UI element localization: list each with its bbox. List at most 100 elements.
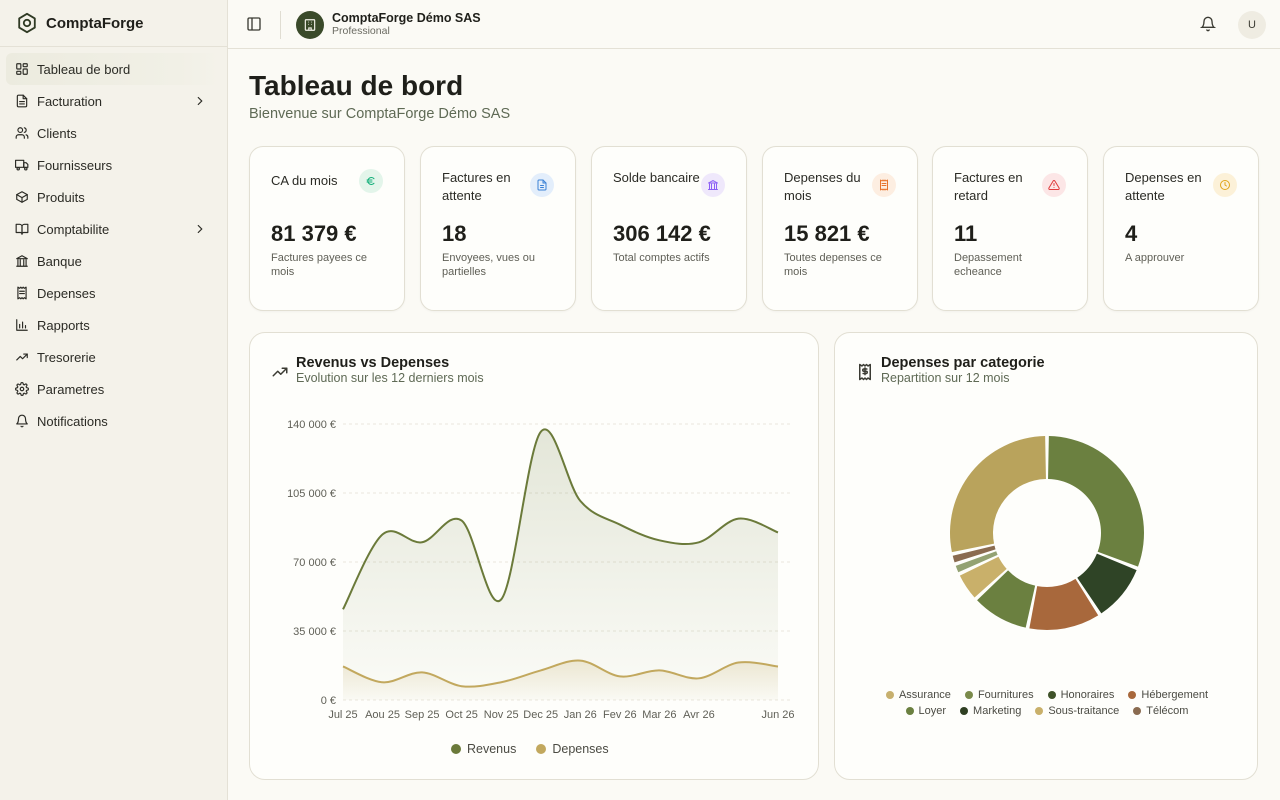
sidebar-item-label: Tableau de bord [37, 61, 131, 77]
receipt-icon [856, 363, 874, 381]
kpi-title: Depenses du mois [784, 170, 861, 203]
sidebar-item-depenses[interactable]: Depenses [6, 277, 221, 309]
sidebar-item-fournisseurs[interactable]: Fournisseurs [6, 149, 221, 181]
x-tick-label: Oct 25 [445, 709, 477, 721]
legend-item[interactable]: Loyer [905, 705, 947, 717]
notifications-bell-icon[interactable] [1199, 16, 1217, 32]
gear-icon [15, 382, 29, 396]
kpi-card[interactable]: Depenses du mois 15 821 € Toutes depense… [762, 146, 918, 311]
kpi-card[interactable]: Depenses en attente 4 A approuver [1103, 146, 1259, 311]
series-line-revenus[interactable] [342, 428, 779, 610]
euro-icon [359, 169, 383, 193]
pie-slice[interactable] [959, 556, 1007, 598]
sidebar-item-produits[interactable]: Produits [6, 181, 221, 213]
y-tick-label: 35 000 € [293, 626, 336, 638]
y-tick-label: 0 € [321, 695, 336, 707]
kpi-subtitle: Envoyees, vues ou partielles [442, 252, 535, 278]
x-tick-label: Fev 26 [603, 709, 637, 721]
kpi-card[interactable]: CA du mois 81 379 € Factures payees ce m… [249, 146, 405, 311]
sidebar-item-comptabilite[interactable]: Comptabilite [6, 213, 221, 245]
revenue-area-chart: 0 € 35 000 € 70 000 € 105 000 € 140 000 € Jul… [287, 419, 794, 721]
category-chart-legend: Assurance Fournitures Honoraires Hébergemen… [835, 689, 1259, 721]
kpi-value: 81 379 € [271, 221, 357, 246]
sidebar-toggle-icon[interactable] [246, 16, 262, 32]
legend-item[interactable]: Revenus [451, 742, 516, 756]
legend-label: Assurance [898, 689, 951, 701]
user-avatar[interactable]: U [1238, 11, 1266, 39]
topbar-divider [280, 11, 281, 39]
legend-item[interactable]: Honoraires [1047, 689, 1114, 701]
company-avatar[interactable] [296, 11, 324, 39]
legend-swatch [1133, 707, 1142, 715]
pie-slice[interactable] [1077, 553, 1137, 614]
revenue-chart-subtitle: Evolution sur les 12 derniers mois [296, 371, 484, 385]
sidebar-item-banque[interactable]: Banque [6, 245, 221, 277]
legend-swatch [451, 744, 461, 754]
sidebar-item-facturation[interactable]: Facturation [6, 85, 221, 117]
file-icon [530, 173, 554, 197]
sidebar-item-tresorerie[interactable]: Tresorerie [6, 341, 221, 373]
sidebar-item-label: Banque [37, 253, 82, 269]
legend-item[interactable]: Depenses [536, 742, 609, 756]
kpi-card[interactable]: Factures en attente 18 Envoyees, vues ou… [420, 146, 576, 311]
kpi-title: CA du mois [271, 173, 338, 188]
kpi-subtitle: A approuver [1125, 252, 1185, 264]
company-name[interactable]: ComptaForge Démo SAS [332, 11, 481, 25]
y-tick-label: 70 000 € [293, 557, 336, 569]
kpi-card[interactable]: Factures en retard 11 Depassement echean… [932, 146, 1088, 311]
x-tick-label: Jun 26 [761, 709, 794, 721]
topbar: ComptaForge Démo SAS Professional U [228, 0, 1280, 49]
brand[interactable]: ComptaForge [0, 0, 227, 47]
sidebar-item-clients[interactable]: Clients [6, 117, 221, 149]
y-tick-label: 105 000 € [287, 488, 336, 500]
sidebar-item-rapports[interactable]: Rapports [6, 309, 221, 341]
series-line-depenses[interactable] [342, 659, 779, 688]
legend-item[interactable]: Hébergement [1128, 689, 1208, 701]
receipt-icon [15, 286, 29, 300]
x-tick-label: Jan 26 [564, 709, 597, 721]
legend-label: Loyer [918, 705, 947, 717]
category-donut-chart [950, 436, 1144, 630]
pie-slice[interactable] [1029, 578, 1099, 630]
legend-label: Depenses [552, 742, 609, 756]
kpi-title: Depenses en attente [1125, 170, 1202, 203]
sidebar-item-parametres[interactable]: Parametres [6, 373, 221, 405]
brand-name: ComptaForge [46, 14, 144, 32]
legend-swatch [960, 707, 969, 715]
clock-icon [1213, 173, 1237, 197]
receipt-icon [872, 173, 896, 197]
sidebar-item-label: Tresorerie [37, 349, 96, 365]
legend-item[interactable]: Assurance [885, 689, 951, 701]
legend-row: Assurance Fournitures Honoraires Hébergemen… [835, 689, 1259, 701]
x-tick-label: Dec 25 [523, 709, 558, 721]
legend-item[interactable]: Sous-traitance [1035, 705, 1119, 717]
sidebar-item-label: Notifications [37, 413, 108, 429]
pie-slice[interactable] [955, 551, 998, 573]
sidebar: ComptaForge Tableau de bord Facturation … [0, 0, 228, 800]
sidebar-nav: Tableau de bord Facturation Clients Four… [0, 47, 227, 437]
sidebar-item-tableau-de-bord[interactable]: Tableau de bord [6, 53, 221, 85]
package-icon [15, 190, 29, 204]
sidebar-item-label: Facturation [37, 93, 103, 109]
y-tick-label: 140 000 € [287, 419, 336, 431]
legend-item[interactable]: Télécom [1133, 705, 1188, 717]
chevron-right-icon [193, 222, 207, 236]
dashboard-icon [15, 62, 29, 76]
page-title: Tableau de bord [249, 70, 464, 101]
series-area-depenses [343, 660, 778, 700]
pie-slice[interactable] [950, 436, 1046, 553]
kpi-value: 18 [442, 221, 467, 246]
file-text-icon [15, 94, 29, 108]
legend-item[interactable]: Marketing [960, 705, 1021, 717]
pie-slice[interactable] [977, 570, 1036, 628]
pie-slice[interactable] [952, 545, 996, 563]
category-chart-subtitle: Repartition sur 12 mois [881, 371, 1010, 385]
pie-slice[interactable] [1048, 436, 1144, 567]
legend-swatch [1047, 691, 1056, 699]
legend-item[interactable]: Fournitures [964, 689, 1034, 701]
trending-up-icon [15, 350, 29, 364]
kpi-card[interactable]: Solde bancaire 306 142 € Total comptes a… [591, 146, 747, 311]
kpi-title: Factures en attente [442, 170, 511, 203]
sidebar-item-label: Fournisseurs [37, 157, 113, 173]
sidebar-item-notifications[interactable]: Notifications [6, 405, 221, 437]
